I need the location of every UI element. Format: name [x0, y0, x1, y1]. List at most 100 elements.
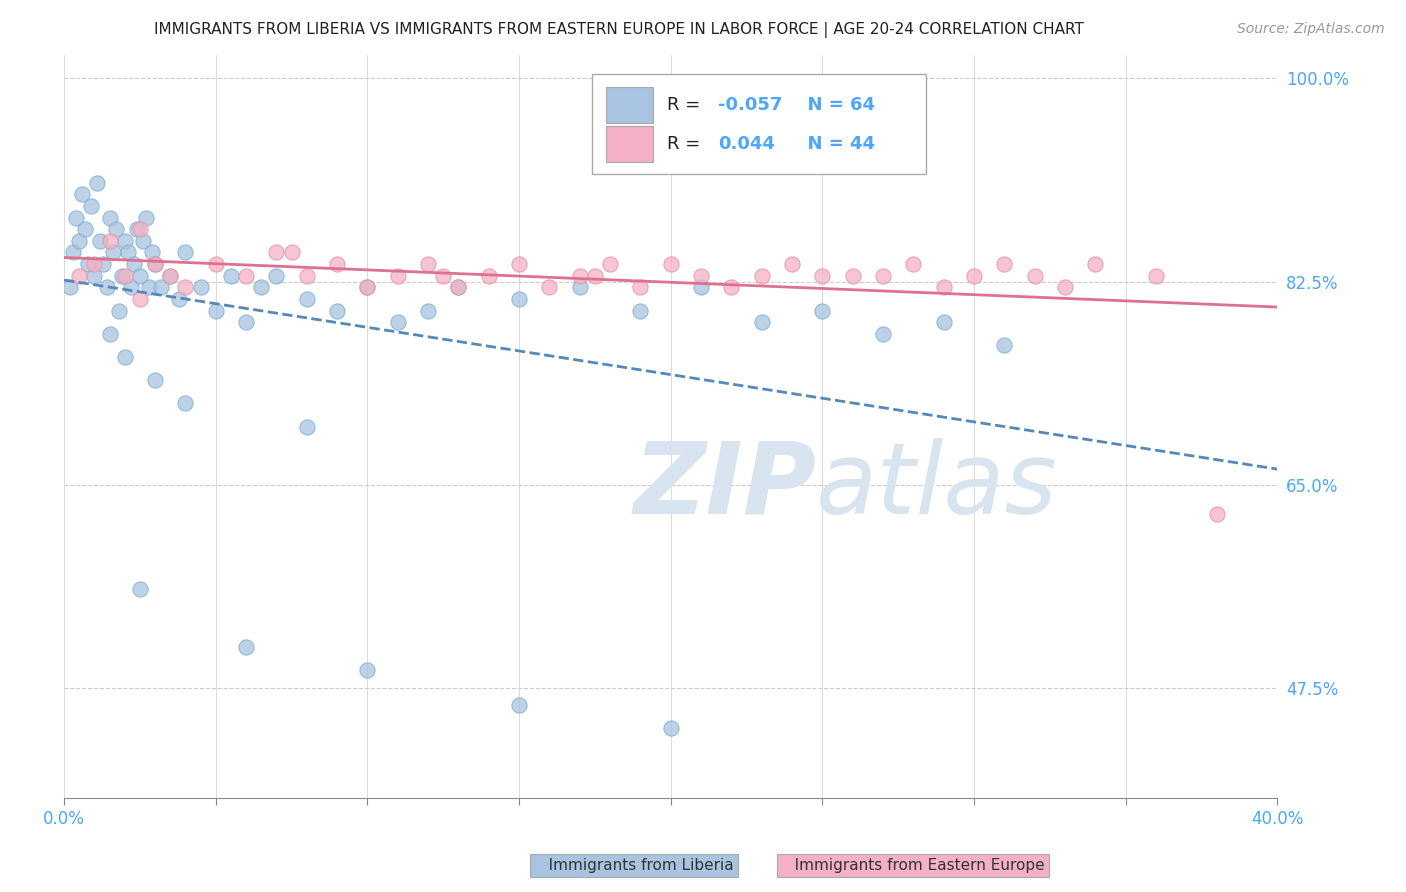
Point	[101, 245, 124, 260]
Point	[143, 373, 166, 387]
Point	[416, 303, 439, 318]
Point	[387, 268, 409, 283]
Point	[159, 268, 181, 283]
Point	[751, 268, 773, 283]
Point	[432, 268, 454, 283]
Point	[235, 268, 257, 283]
Point	[204, 257, 226, 271]
Point	[138, 280, 160, 294]
Point	[326, 303, 349, 318]
Text: ZIP: ZIP	[633, 438, 817, 534]
Point	[59, 280, 82, 294]
Point	[690, 280, 713, 294]
Point	[128, 222, 150, 236]
Point	[295, 419, 318, 434]
Point	[720, 280, 742, 294]
Point	[104, 222, 127, 236]
Point	[143, 257, 166, 271]
Point	[568, 268, 591, 283]
Point	[568, 280, 591, 294]
Point	[135, 211, 157, 225]
Point	[86, 176, 108, 190]
FancyBboxPatch shape	[606, 127, 652, 162]
Point	[811, 303, 834, 318]
Text: R =: R =	[666, 96, 706, 114]
Point	[538, 280, 561, 294]
Point	[250, 280, 273, 294]
Point	[128, 582, 150, 597]
Point	[932, 315, 955, 329]
Point	[174, 245, 197, 260]
Point	[169, 292, 191, 306]
Point	[356, 280, 378, 294]
Point	[356, 280, 378, 294]
Point	[128, 268, 150, 283]
Point	[1024, 268, 1046, 283]
Point	[583, 268, 606, 283]
Point	[780, 257, 803, 271]
Point	[508, 292, 530, 306]
Point	[120, 280, 142, 294]
Point	[1054, 280, 1077, 294]
Point	[111, 268, 134, 283]
Point	[356, 664, 378, 678]
Point	[326, 257, 349, 271]
Point	[630, 280, 652, 294]
Point	[67, 234, 90, 248]
Point	[993, 257, 1015, 271]
Point	[174, 396, 197, 410]
Point	[599, 257, 621, 271]
Point	[122, 257, 145, 271]
Point	[872, 268, 894, 283]
Point	[295, 268, 318, 283]
Point	[659, 722, 682, 736]
Point	[174, 280, 197, 294]
Text: atlas: atlas	[817, 438, 1057, 534]
Point	[1205, 507, 1227, 521]
Point	[67, 268, 90, 283]
Point	[114, 234, 136, 248]
Point	[159, 268, 181, 283]
Point	[75, 222, 97, 236]
Point	[811, 268, 834, 283]
Point	[114, 268, 136, 283]
Point	[80, 199, 103, 213]
Point	[932, 280, 955, 294]
Point	[150, 280, 173, 294]
Point	[447, 280, 470, 294]
Text: N = 64: N = 64	[794, 96, 875, 114]
Point	[235, 640, 257, 655]
FancyBboxPatch shape	[592, 74, 925, 174]
FancyBboxPatch shape	[606, 87, 652, 123]
Point	[842, 268, 865, 283]
Point	[235, 315, 257, 329]
Point	[93, 257, 115, 271]
Point	[141, 245, 163, 260]
Point	[128, 292, 150, 306]
Point	[1084, 257, 1107, 271]
Point	[659, 257, 682, 271]
Point	[508, 257, 530, 271]
Point	[266, 245, 288, 260]
Point	[132, 234, 155, 248]
Point	[387, 315, 409, 329]
Point	[508, 698, 530, 713]
Point	[903, 257, 925, 271]
Point	[62, 245, 84, 260]
Point	[65, 211, 87, 225]
Point	[77, 257, 100, 271]
Point	[204, 303, 226, 318]
Point	[478, 268, 501, 283]
Point	[143, 257, 166, 271]
Point	[114, 350, 136, 364]
Point	[280, 245, 302, 260]
Point	[98, 211, 121, 225]
Point	[107, 303, 129, 318]
Point	[96, 280, 118, 294]
Text: IMMIGRANTS FROM LIBERIA VS IMMIGRANTS FROM EASTERN EUROPE IN LABOR FORCE | AGE 2: IMMIGRANTS FROM LIBERIA VS IMMIGRANTS FR…	[153, 22, 1084, 38]
Point	[83, 257, 105, 271]
Point	[117, 245, 139, 260]
Point	[125, 222, 148, 236]
Text: Immigrants from Liberia: Immigrants from Liberia	[534, 858, 734, 872]
Text: R =: R =	[666, 136, 706, 153]
